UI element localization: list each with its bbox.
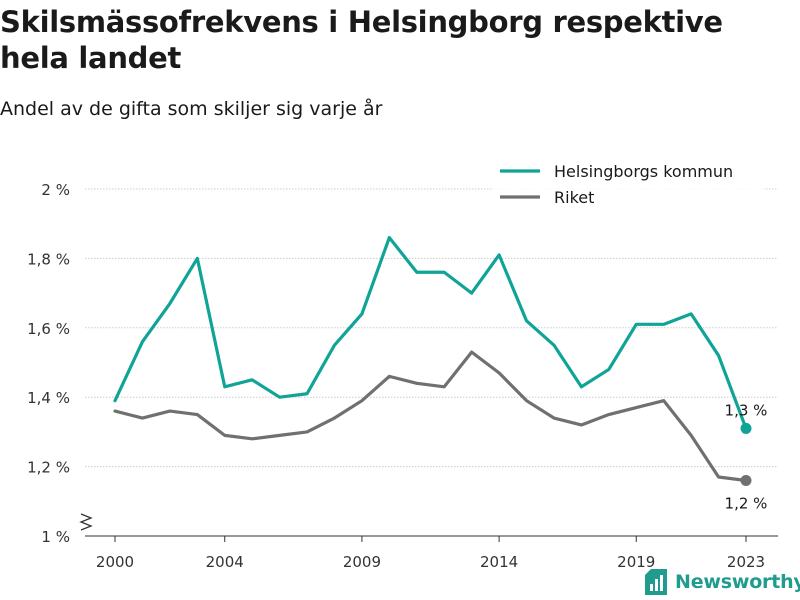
y-tick-label: 1,6 %: [27, 320, 70, 338]
chart-subtitle: Andel av de gifta som skiljer sig varje …: [0, 98, 383, 120]
legend-background: [492, 155, 764, 215]
series-line: [113, 350, 748, 483]
y-tick-label: 1,2 %: [27, 459, 70, 477]
x-axis: [79, 513, 778, 537]
x-tick-labels: 2000 2004 2009 2014 2019 2023: [96, 536, 765, 571]
legend: Helsingborgs kommun Riket: [492, 155, 764, 215]
gridlines: [85, 188, 778, 468]
y-tick-label: 1 %: [41, 528, 70, 546]
x-tick-label: 2000: [96, 553, 134, 571]
legend-label: Riket: [554, 188, 594, 207]
series-end-point: [740, 422, 752, 434]
x-tick-label: 2023: [727, 553, 765, 571]
axis-break-icon: [79, 513, 93, 531]
data-label: 1,3 %: [725, 401, 768, 419]
legend-label: Helsingborgs kommun: [554, 162, 733, 181]
data-label: 1,2 %: [725, 494, 768, 512]
y-axis: 1 % 1,2 % 1,4 % 1,6 % 1,8 % 2 %: [27, 181, 70, 546]
brand-logo: Newsworthy: [645, 569, 800, 595]
y-tick-label: 1,4 %: [27, 389, 70, 407]
x-tick-label: 2009: [343, 553, 381, 571]
brand-name: Newsworthy: [675, 571, 800, 593]
series-end-point: [740, 474, 752, 486]
x-tick-label: 2014: [480, 553, 518, 571]
x-tick-label: 2019: [617, 553, 655, 571]
y-tick-label: 2 %: [41, 181, 70, 199]
series-line: [113, 235, 748, 431]
bar-chart-icon: [645, 569, 667, 595]
y-tick-label: 1,8 %: [27, 250, 70, 268]
series-lines: 1,3 % 1,2 %: [113, 235, 768, 512]
chart-title: Skilsmässofrekvens i Helsingborg respekt…: [0, 5, 723, 75]
x-tick-label: 2004: [206, 553, 244, 571]
